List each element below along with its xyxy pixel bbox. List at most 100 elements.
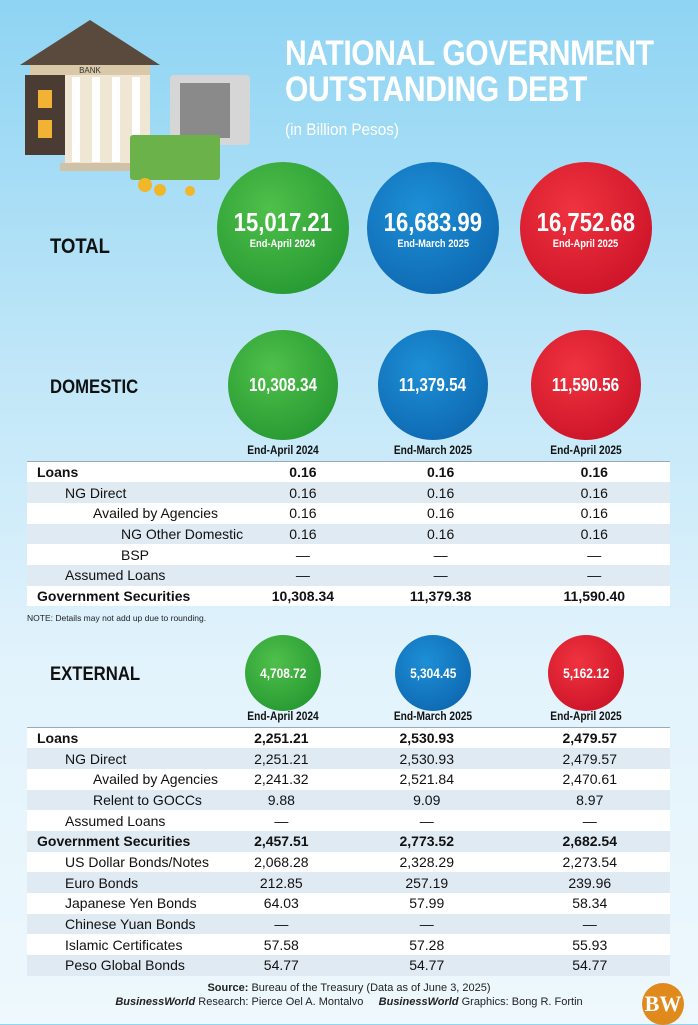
row-label: Peso Global Bonds <box>65 957 185 974</box>
row-value: — <box>433 546 448 563</box>
row-value: 0.16 <box>580 505 608 522</box>
table-row: BSP — — — <box>27 544 670 565</box>
row-label: NG Other Domestic <box>121 525 244 542</box>
table-row: Islamic Certificates 57.58 57.28 55.93 <box>27 934 670 956</box>
row-value: 57.28 <box>409 936 445 953</box>
row-label: Government Securities <box>37 833 191 850</box>
table-row: Availed by Agencies 0.16 0.16 0.16 <box>27 502 670 524</box>
row-label: US Dollar Bonds/Notes <box>65 853 209 870</box>
row-value: 2,470.61 <box>562 771 617 788</box>
row-value: 9.09 <box>413 791 441 808</box>
row-value: 57.58 <box>263 936 299 953</box>
table-row: Assumed Loans — — — <box>27 564 670 586</box>
row-value: 2,328.29 <box>399 853 454 870</box>
businessworld-logo: BW <box>642 983 684 1025</box>
row-value: 57.99 <box>409 895 445 912</box>
page-title: NATIONAL GOVERNMENT OUTSTANDING DEBT <box>285 34 654 109</box>
row-label: Assumed Loans <box>65 567 166 584</box>
domestic-circle-1: 10,308.34 <box>228 330 338 440</box>
external-circle-3: 5,162.12 <box>548 635 624 711</box>
row-value: 11,590.40 <box>563 587 626 604</box>
table-row: Japanese Yen Bonds 64.03 57.99 58.34 <box>27 893 670 914</box>
total-label: TOTAL <box>50 235 110 258</box>
table-row: Peso Global Bonds 54.77 54.77 54.77 <box>27 955 670 976</box>
external-value: 4,708.72 <box>259 665 307 681</box>
row-value: 0.16 <box>427 505 455 522</box>
row-value: 9.88 <box>267 791 295 808</box>
external-value: 5,304.45 <box>409 665 457 681</box>
period-label: End-March 2025 <box>397 237 469 250</box>
table-row: Loans 2,251.21 2,530.93 2,479.57 <box>27 727 670 749</box>
row-value: 55.93 <box>572 936 608 953</box>
row-value: 0.16 <box>580 464 608 481</box>
row-value: 239.96 <box>568 874 612 891</box>
external-circle-2: 5,304.45 <box>395 635 471 711</box>
row-value: 2,479.57 <box>562 750 617 767</box>
table-row: Chinese Yuan Bonds — — — <box>27 913 670 935</box>
row-value: — <box>582 812 597 829</box>
table-row: NG Other Domestic 0.16 0.16 0.16 <box>27 523 670 545</box>
row-value: 2,241.32 <box>254 771 309 788</box>
domestic-label: DOMESTIC <box>50 377 139 398</box>
row-value: 11,379.38 <box>409 587 472 604</box>
credits-line: BusinessWorld Research: Pierce Oel A. Mo… <box>115 996 583 1008</box>
row-value: 2,521.84 <box>399 771 454 788</box>
row-value: — <box>433 567 448 584</box>
period-label: End-April 2025 <box>553 237 619 250</box>
row-value: 212.85 <box>259 874 303 891</box>
row-value: — <box>274 916 289 933</box>
row-value: — <box>274 812 289 829</box>
table-row: Loans 0.16 0.16 0.16 <box>27 461 670 483</box>
row-label: Availed by Agencies <box>93 505 219 522</box>
row-value: 10,308.34 <box>271 587 335 604</box>
row-label: Chinese Yuan Bonds <box>65 916 196 933</box>
row-value: 2,530.93 <box>399 730 454 747</box>
domestic-value: 11,379.54 <box>399 374 467 395</box>
row-label: Availed by Agencies <box>93 771 219 788</box>
table-row: Euro Bonds 212.85 257.19 239.96 <box>27 872 670 893</box>
domestic-column-header: End-April 2025 <box>550 443 622 457</box>
table-row: Government Securities 2,457.51 2,773.52 2,6… <box>27 830 670 852</box>
external-circle-1: 4,708.72 <box>245 635 321 711</box>
table-row: Government Securities 10,308.34 11,379.38 1… <box>27 585 670 607</box>
total-circle-3: 16,752.68 End-April 2025 <box>520 162 652 294</box>
row-value: 0.16 <box>427 484 455 501</box>
row-value: — <box>419 812 434 829</box>
total-value: 16,752.68 <box>536 206 636 237</box>
bank-illustration: BANK <box>20 20 250 196</box>
row-value: 0.16 <box>427 525 455 542</box>
period-label: End-April 2024 <box>250 237 316 250</box>
row-value: 0.16 <box>427 464 455 481</box>
row-value: 64.03 <box>263 895 299 912</box>
domestic-column-header: End-April 2024 <box>247 443 319 457</box>
page-subtitle: (in Billion Pesos) <box>285 120 399 139</box>
table-row: NG Direct 0.16 0.16 0.16 <box>27 482 670 503</box>
total-value: 15,017.21 <box>233 206 333 237</box>
external-column-header: End-April 2024 <box>247 709 319 723</box>
row-value: 2,530.93 <box>399 750 454 767</box>
row-value: — <box>295 567 310 584</box>
row-value: 54.77 <box>572 957 608 974</box>
row-value: — <box>295 546 310 563</box>
row-label: Assumed Loans <box>65 812 166 829</box>
table-row: US Dollar Bonds/Notes 2,068.28 2,328.29 2,2… <box>27 851 670 873</box>
external-value: 5,162.12 <box>562 665 610 681</box>
row-value: — <box>419 916 434 933</box>
domestic-circle-2: 11,379.54 <box>378 330 488 440</box>
row-label: BSP <box>121 546 150 563</box>
domestic-table: Loans 0.16 0.16 0.16 NG Direct 0.16 0.16 0.16 Av… <box>27 461 670 607</box>
row-value: 2,251.21 <box>254 750 309 767</box>
row-value: 0.16 <box>289 525 317 542</box>
domestic-value: 10,308.34 <box>248 374 318 395</box>
row-label: Loans <box>37 730 79 747</box>
row-value: 0.16 <box>580 484 608 501</box>
row-value: 2,273.54 <box>562 853 617 870</box>
row-label: Euro Bonds <box>65 874 139 891</box>
external-column-header: End-March 2025 <box>393 709 473 723</box>
row-value: — <box>587 567 602 584</box>
external-column-header: End-April 2025 <box>550 709 622 723</box>
row-label: Relent to GOCCs <box>93 791 202 808</box>
table-row: Relent to GOCCs 9.88 9.09 8.97 <box>27 789 670 811</box>
total-value: 16,683.99 <box>383 206 483 237</box>
row-value: 0.16 <box>580 525 608 542</box>
